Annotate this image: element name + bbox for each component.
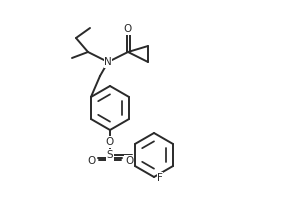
Text: S: S: [107, 150, 113, 160]
Text: N: N: [104, 57, 112, 67]
Text: F: F: [157, 173, 163, 183]
Text: O: O: [124, 24, 132, 34]
Text: O: O: [87, 156, 95, 166]
Text: O: O: [125, 156, 133, 166]
Text: O: O: [106, 137, 114, 147]
